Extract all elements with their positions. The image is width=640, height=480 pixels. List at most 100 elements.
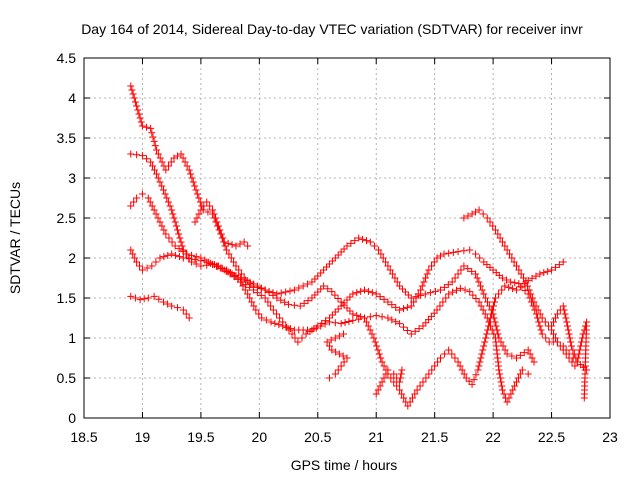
data-point bbox=[396, 378, 404, 386]
series-arc-g bbox=[460, 206, 579, 370]
data-point bbox=[483, 330, 491, 338]
data-point bbox=[320, 266, 328, 274]
data-point bbox=[575, 350, 583, 358]
series-arc-e bbox=[127, 292, 193, 322]
data-point bbox=[400, 394, 408, 402]
data-point bbox=[314, 272, 322, 280]
data-point bbox=[525, 286, 533, 294]
data-points bbox=[127, 82, 591, 410]
data-point bbox=[320, 282, 328, 290]
data-point bbox=[503, 276, 511, 284]
data-point bbox=[304, 297, 312, 305]
data-point bbox=[150, 137, 158, 145]
x-tick-label: 18.5 bbox=[70, 429, 97, 445]
data-point bbox=[411, 390, 419, 398]
data-point bbox=[491, 226, 499, 234]
data-point bbox=[437, 354, 445, 362]
data-point bbox=[464, 265, 472, 273]
data-point bbox=[528, 354, 536, 362]
data-point bbox=[174, 152, 182, 160]
series-arc-f bbox=[191, 198, 252, 250]
data-point bbox=[553, 310, 561, 318]
data-point bbox=[343, 304, 351, 312]
data-point bbox=[518, 366, 526, 374]
data-point bbox=[384, 298, 392, 306]
data-point bbox=[538, 330, 546, 338]
data-point bbox=[472, 371, 480, 379]
data-point bbox=[374, 346, 382, 354]
data-point bbox=[515, 280, 523, 288]
data-point bbox=[232, 242, 240, 250]
data-point bbox=[384, 314, 392, 322]
data-point bbox=[154, 150, 162, 158]
data-point bbox=[472, 270, 480, 278]
data-point bbox=[337, 362, 345, 370]
data-point bbox=[340, 299, 348, 307]
data-point bbox=[433, 306, 441, 314]
data-point bbox=[154, 214, 162, 222]
data-point bbox=[396, 306, 404, 314]
data-point bbox=[399, 323, 407, 331]
data-point bbox=[197, 257, 205, 265]
data-point bbox=[185, 166, 193, 174]
data-point bbox=[509, 285, 517, 293]
data-point bbox=[478, 350, 486, 358]
data-point bbox=[228, 241, 236, 249]
data-point bbox=[479, 346, 487, 354]
data-point bbox=[191, 218, 199, 226]
data-point bbox=[206, 202, 214, 210]
data-point bbox=[285, 300, 293, 308]
data-point bbox=[573, 358, 581, 366]
data-point bbox=[291, 334, 299, 342]
data-point bbox=[135, 110, 143, 118]
data-point bbox=[501, 242, 509, 250]
data-point bbox=[567, 342, 575, 350]
data-point bbox=[195, 194, 203, 202]
data-point bbox=[130, 94, 138, 102]
data-point bbox=[149, 162, 157, 170]
data-point bbox=[393, 278, 401, 286]
data-point bbox=[574, 354, 582, 362]
data-point bbox=[415, 325, 423, 333]
data-point bbox=[503, 350, 511, 358]
data-point bbox=[507, 390, 515, 398]
data-point bbox=[553, 338, 561, 346]
data-point bbox=[158, 182, 166, 190]
data-point bbox=[323, 338, 331, 346]
x-tick-label: 22 bbox=[485, 429, 501, 445]
data-point bbox=[277, 289, 285, 297]
data-point bbox=[252, 306, 260, 314]
data-point bbox=[532, 302, 540, 310]
data-point bbox=[298, 334, 306, 342]
data-point bbox=[203, 258, 211, 266]
data-point bbox=[422, 374, 430, 382]
data-point bbox=[148, 129, 156, 137]
data-point bbox=[343, 296, 351, 304]
data-point bbox=[528, 274, 536, 282]
data-point bbox=[146, 198, 154, 206]
data-point bbox=[159, 186, 167, 194]
data-point bbox=[482, 294, 490, 302]
data-point bbox=[269, 291, 277, 299]
data-point bbox=[541, 318, 549, 326]
data-point bbox=[144, 294, 152, 302]
data-point bbox=[188, 174, 196, 182]
data-point bbox=[337, 320, 345, 328]
data-point bbox=[396, 282, 404, 290]
data-point bbox=[481, 310, 489, 318]
data-point bbox=[418, 282, 426, 290]
data-point bbox=[490, 302, 498, 310]
data-point bbox=[355, 234, 363, 242]
data-point bbox=[371, 338, 379, 346]
data-point bbox=[129, 250, 137, 258]
y-tick-label: 4.5 bbox=[57, 50, 77, 66]
data-point bbox=[279, 318, 287, 326]
data-point bbox=[460, 247, 468, 255]
data-point bbox=[242, 281, 250, 289]
data-point bbox=[262, 316, 270, 324]
data-point bbox=[484, 298, 491, 306]
data-point bbox=[460, 214, 468, 222]
data-point bbox=[137, 118, 145, 126]
data-point bbox=[489, 222, 497, 230]
data-point bbox=[498, 382, 506, 390]
